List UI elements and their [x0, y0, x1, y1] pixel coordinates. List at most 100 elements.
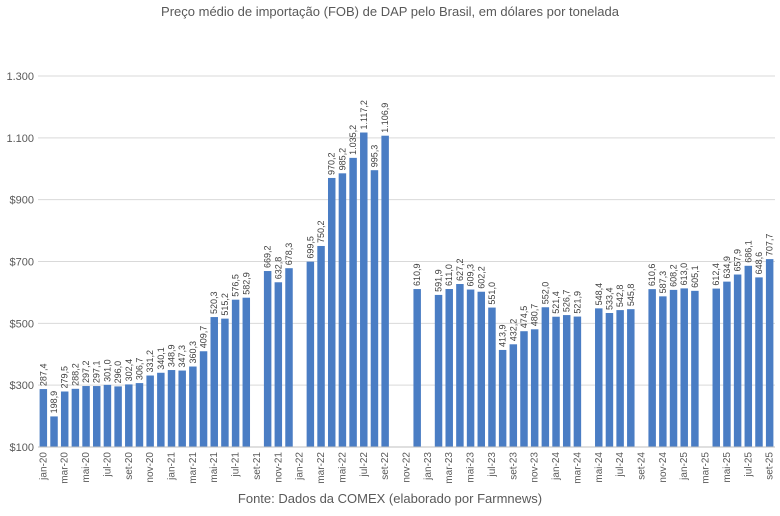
- data-label: 609,3: [466, 264, 476, 287]
- data-label: 582,9: [241, 272, 251, 295]
- bar: [360, 132, 368, 447]
- bar: [659, 296, 667, 447]
- x-tick-label: set-21: [252, 452, 263, 480]
- x-tick-label: nov-20: [145, 452, 156, 483]
- x-tick-label: mar-25: [701, 452, 712, 484]
- y-axis-ticks: $100 $300 $500 $700 $900 1.100 1.300: [6, 71, 34, 454]
- x-tick-label: nov-22: [402, 452, 413, 483]
- bar: [349, 157, 357, 447]
- x-tick-label: mar-21: [188, 452, 199, 484]
- data-label: 542,8: [615, 285, 625, 308]
- bar: [648, 289, 656, 447]
- bar: [744, 265, 753, 447]
- bar: [691, 290, 699, 447]
- data-label: 1.035,2: [348, 125, 358, 155]
- bar: [135, 383, 144, 447]
- data-label: 548,4: [594, 283, 604, 306]
- bar: [370, 170, 379, 448]
- bar: [338, 173, 347, 447]
- data-label: 302,4: [124, 359, 134, 382]
- data-label: 970,2: [327, 152, 337, 175]
- y-tick-label: 1.100: [6, 133, 34, 145]
- data-label: 605,1: [690, 265, 700, 288]
- y-tick-label: $900: [10, 195, 34, 207]
- bar: [680, 288, 688, 447]
- x-tick-label: mar-23: [444, 452, 455, 484]
- x-tick-label: nov-24: [658, 452, 669, 483]
- bar: [733, 274, 742, 447]
- x-tick-label: jan-22: [295, 452, 306, 481]
- bar: [221, 318, 229, 447]
- data-label: 627,2: [455, 258, 465, 281]
- bar: [520, 331, 528, 447]
- bar: [285, 268, 293, 447]
- x-tick-label: set-22: [380, 452, 391, 480]
- data-label: 521,4: [551, 291, 561, 314]
- data-label: 995,3: [369, 145, 379, 168]
- x-tick-label: nov-23: [530, 452, 541, 483]
- data-label: 432,2: [508, 319, 518, 342]
- x-tick-label: set-20: [124, 452, 135, 480]
- bar: [327, 177, 336, 447]
- y-tick-label: $700: [10, 257, 34, 269]
- x-tick-label: jul-25: [743, 452, 754, 478]
- data-label: 347,3: [177, 345, 187, 368]
- bar: [541, 307, 550, 447]
- data-label: 648,6: [754, 252, 764, 275]
- data-label: 1.106,9: [380, 103, 390, 133]
- data-label: 520,3: [209, 292, 219, 315]
- bar: [189, 366, 197, 447]
- x-tick-label: set-24: [636, 452, 647, 480]
- x-tick-label: mai-25: [722, 452, 733, 483]
- y-tick-label: $100: [10, 442, 34, 454]
- data-label: 515,2: [220, 293, 230, 316]
- bar: [456, 284, 464, 447]
- x-tick-label: jul-20: [102, 452, 113, 478]
- bar: [488, 307, 496, 447]
- bar: [605, 313, 614, 447]
- x-tick-label: jan-24: [551, 452, 562, 481]
- bar: [242, 297, 251, 447]
- data-label: 750,2: [316, 220, 326, 243]
- data-label: 409,7: [199, 326, 209, 349]
- bar: [669, 289, 678, 447]
- bar: [445, 289, 453, 447]
- x-tick-label: nov-21: [273, 452, 284, 483]
- bar: [39, 389, 48, 447]
- data-label: 198,9: [49, 391, 59, 414]
- x-tick-label: set-25: [765, 452, 776, 480]
- y-tick-label: 1.300: [6, 71, 34, 83]
- bar: [199, 351, 208, 447]
- chart-title: Preço médio de importação (FOB) de DAP p…: [161, 4, 619, 19]
- x-tick-label: jul-23: [487, 452, 498, 478]
- bar: [178, 370, 186, 447]
- data-label: 297,2: [81, 361, 91, 384]
- bar: [498, 349, 507, 447]
- bar: [71, 388, 80, 447]
- bar: [595, 308, 603, 447]
- x-tick-label: jul-24: [615, 452, 626, 478]
- data-label: 552,0: [540, 282, 550, 305]
- data-label: 610,6: [647, 264, 657, 287]
- x-tick-label: jan-21: [167, 452, 178, 481]
- data-label: 287,4: [38, 364, 48, 387]
- data-label: 474,5: [519, 306, 529, 329]
- data-label: 526,7: [562, 290, 572, 313]
- data-label: 348,9: [167, 345, 177, 368]
- y-tick-label: $300: [10, 380, 34, 392]
- x-tick-label: mai-22: [337, 452, 348, 483]
- bar: [616, 310, 624, 447]
- bar: [93, 386, 101, 447]
- data-label: 608,2: [669, 264, 679, 287]
- data-label: 545,8: [626, 284, 636, 307]
- bar: [306, 261, 315, 447]
- bar: [210, 317, 218, 447]
- bar: [627, 309, 635, 447]
- x-tick-label: set-23: [508, 452, 519, 480]
- bar: [413, 289, 421, 447]
- data-label: 1.117,2: [359, 100, 369, 129]
- data-label: 657,9: [733, 249, 743, 272]
- x-tick-label: jan-20: [38, 452, 49, 481]
- bar: [765, 259, 774, 447]
